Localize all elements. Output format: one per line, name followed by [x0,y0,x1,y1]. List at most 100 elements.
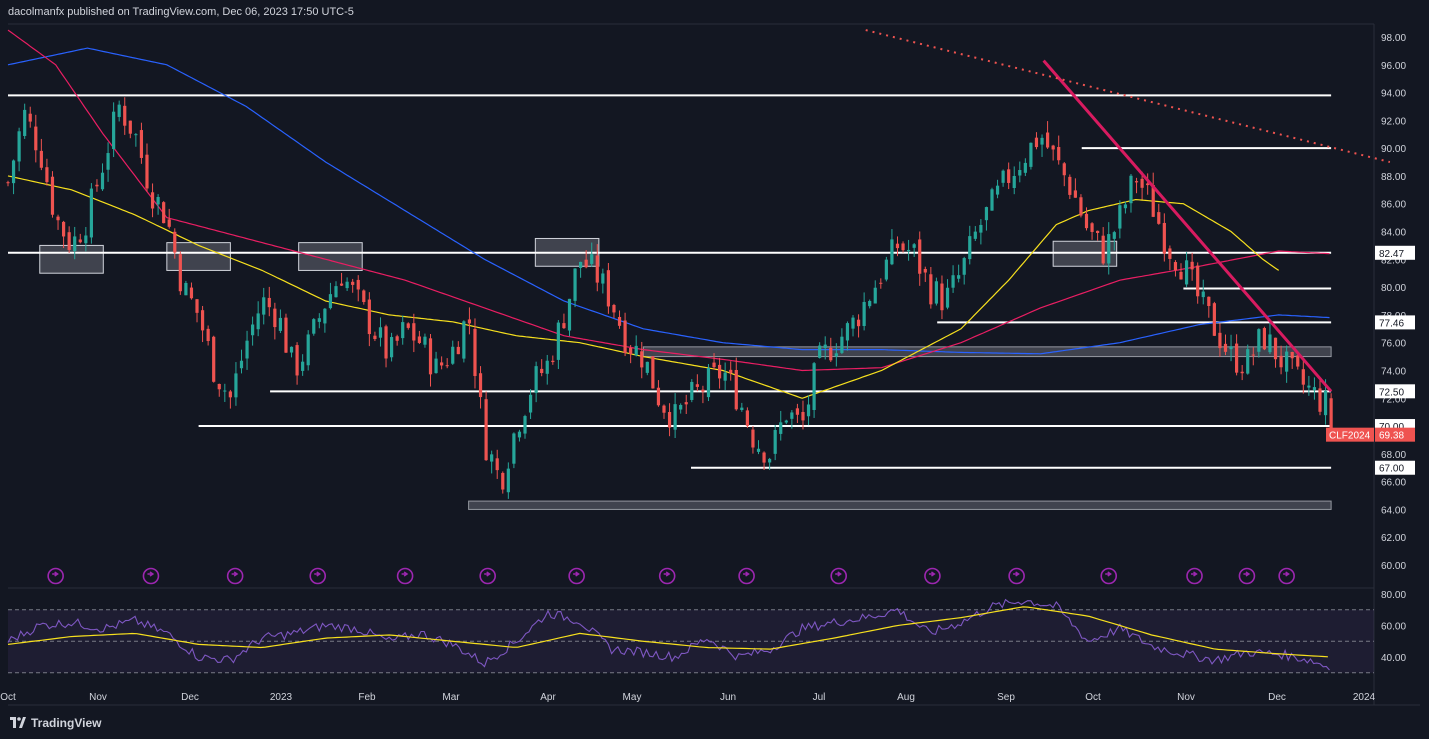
candle [267,297,271,308]
last-price-label: 69.38 [1379,431,1404,442]
event-marker-icon[interactable] [396,567,414,585]
candle [512,433,516,464]
event-marker-icon[interactable] [309,567,327,585]
event-marker-icon[interactable] [226,567,244,585]
candle [128,120,132,134]
candle [156,197,160,205]
event-marker-icon[interactable] [479,567,496,585]
candle [1318,388,1322,412]
candle [123,105,127,126]
candle [1123,204,1128,209]
candle [1129,175,1133,204]
candle [1218,332,1222,349]
candle [829,347,833,361]
event-marker-icon[interactable] [1100,567,1118,585]
candle [712,362,716,368]
candle [206,328,210,342]
candle [239,360,244,369]
candle [884,259,888,280]
highlight-box [166,242,231,271]
candle [890,239,894,265]
candle [467,319,472,324]
candle [1168,248,1172,259]
candle [434,358,438,374]
event-marker-icon[interactable] [738,567,755,585]
candle [11,160,16,184]
candle [673,404,677,430]
price-tick-label: 96.00 [1381,61,1406,72]
event-marker-icon[interactable] [568,567,585,585]
candle [606,270,611,307]
candle [351,281,355,285]
candle [1079,197,1083,216]
candle [501,472,505,490]
event-marker-icon[interactable] [1278,567,1295,585]
candle [334,286,338,298]
time-axis-label: Mar [442,692,460,703]
event-marker-icon[interactable] [1008,567,1025,585]
symbol-label: CLF2024 [1329,431,1371,442]
candle [289,346,294,353]
candle [779,422,783,434]
event-marker-icon[interactable] [830,567,848,585]
candle [173,231,177,253]
tradingview-logo[interactable]: TradingView [10,716,101,730]
candle [495,458,499,471]
candle [462,321,466,359]
candle [256,313,260,330]
price-tick-label: 76.00 [1381,339,1406,350]
event-marker-icon[interactable] [1238,567,1256,585]
event-marker-icon[interactable] [1186,567,1203,585]
candle [456,346,460,355]
candle [112,111,116,150]
candle [1223,343,1228,352]
candle [762,452,766,463]
event-marker-icon[interactable] [658,567,676,585]
price-tick-label: 74.00 [1381,366,1406,377]
trendline [1042,59,1333,393]
candle [1201,291,1205,298]
candle [1329,398,1333,435]
event-marker-icon[interactable] [924,567,941,585]
event-arrow [231,571,239,577]
event-circle [1186,567,1203,585]
time-axis-label: Oct [1085,692,1101,703]
event-marker-icon[interactable] [142,567,160,585]
candle [812,363,816,410]
time-axis-label: Nov [1177,692,1195,703]
candle [328,294,333,309]
candle [879,282,883,284]
candle [317,318,321,322]
time-axis-label: Apr [540,692,556,703]
candle [540,368,544,374]
candle [28,113,32,122]
candle [362,290,366,303]
candle [1162,222,1166,254]
candle [1140,178,1144,188]
price-tick-label: 94.00 [1381,89,1406,100]
event-arrow [147,571,155,577]
candle [506,468,510,493]
level-label-box [1375,245,1415,260]
candle [851,317,855,329]
event-marker-icon[interactable] [47,567,64,585]
candle [845,323,850,341]
candle [667,412,672,428]
candle [295,345,299,376]
candle [684,402,688,405]
candle [679,404,683,410]
level-label-box [1375,460,1415,475]
candle [1073,190,1077,198]
event-circle [1238,567,1256,585]
candle [223,390,227,392]
candle [234,373,238,398]
candle [1107,234,1111,264]
candle [545,360,549,374]
candle [1029,142,1033,167]
candle [756,448,761,452]
candle [601,273,605,284]
candle [339,283,344,286]
candle [929,274,933,305]
time-axis-label: Feb [358,692,376,703]
